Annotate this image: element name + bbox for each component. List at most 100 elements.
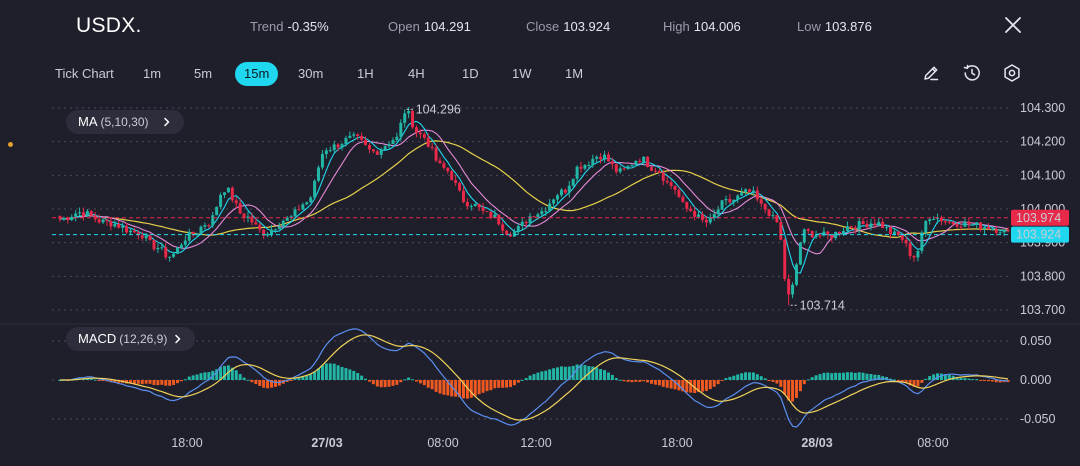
- candle-body: [434, 147, 438, 161]
- chevron-right-icon: [175, 334, 181, 344]
- candle-body: [540, 211, 544, 215]
- macd-bar: [708, 380, 712, 390]
- macd-bar: [810, 377, 814, 380]
- low-marker-label: 103.714: [800, 298, 845, 312]
- macd-bar: [250, 380, 254, 383]
- macd-bar: [391, 380, 395, 386]
- candle-body: [356, 134, 360, 136]
- tf-1mo[interactable]: 1M: [565, 66, 584, 81]
- candle-body: [352, 134, 356, 136]
- macd-bar: [736, 374, 740, 380]
- candle-body: [830, 234, 834, 239]
- tf-4h[interactable]: 4H: [408, 66, 425, 81]
- macd-bar: [798, 380, 802, 392]
- macd-bar: [352, 370, 356, 380]
- candle-body: [336, 144, 340, 148]
- candle-body: [211, 215, 215, 226]
- candle-body: [81, 212, 85, 217]
- tf-5m[interactable]: 5m: [194, 66, 213, 81]
- macd-bar: [955, 377, 959, 380]
- candle-body: [505, 230, 509, 235]
- candle-body: [450, 171, 454, 181]
- macd-bar: [669, 380, 673, 389]
- candle-body: [501, 224, 505, 231]
- candle-body: [556, 195, 559, 200]
- ma-legend-button[interactable]: MA (5,10,30): [66, 110, 185, 134]
- macd-bar: [132, 380, 136, 384]
- candle-body: [473, 203, 477, 207]
- candle-body: [367, 145, 371, 150]
- tf-1w[interactable]: 1W: [512, 66, 532, 81]
- candle-body: [732, 199, 736, 203]
- macd-bar: [183, 379, 187, 381]
- macd-bar: [497, 380, 501, 388]
- candle-body: [767, 209, 771, 216]
- candle-body: [136, 232, 140, 236]
- candle-body: [622, 168, 626, 170]
- candle-body: [371, 149, 375, 152]
- macd-bar: [845, 372, 849, 380]
- macd-bar: [477, 380, 481, 395]
- macd-bar: [113, 380, 117, 383]
- macd-bar: [634, 380, 638, 382]
- candle-body: [109, 221, 113, 227]
- candle-body: [418, 132, 422, 135]
- close-icon[interactable]: [1002, 14, 1024, 36]
- macd-bar: [297, 377, 301, 380]
- macd-bar: [681, 380, 685, 392]
- settings-icon[interactable]: [1002, 63, 1022, 83]
- draw-icon[interactable]: [921, 63, 941, 83]
- candle-body: [497, 214, 501, 225]
- macd-bar: [375, 380, 379, 387]
- candle-body: [301, 204, 305, 210]
- candle-body: [152, 240, 156, 250]
- price-tick-label: 104.200: [1020, 135, 1065, 149]
- macd-bar: [505, 380, 509, 388]
- tick-chart-button[interactable]: Tick Chart: [55, 66, 114, 81]
- macd-bar: [101, 380, 105, 381]
- macd-legend-button[interactable]: MACD (12,26,9): [66, 327, 195, 351]
- tf-15m[interactable]: 15m: [235, 62, 279, 86]
- macd-bar: [552, 368, 556, 380]
- macd-bar: [422, 380, 426, 386]
- candle-body: [810, 230, 814, 238]
- macd-bar: [873, 374, 877, 380]
- macd-bar: [442, 380, 446, 395]
- macd-bar: [732, 375, 736, 380]
- candle-body: [744, 189, 748, 193]
- ma30-line: [59, 140, 1009, 239]
- macd-bar: [971, 379, 975, 381]
- macd-bar: [426, 380, 430, 388]
- price-tick-label: 104.300: [1020, 101, 1065, 115]
- candle-body: [728, 199, 732, 203]
- macd-bar: [751, 372, 755, 380]
- candle-body: [493, 214, 497, 219]
- tf-30m[interactable]: 30m: [298, 66, 324, 81]
- candle-body: [853, 227, 857, 230]
- tf-1m[interactable]: 1m: [143, 66, 162, 81]
- candle-body: [822, 231, 826, 236]
- macd-bar: [360, 375, 364, 380]
- macd-bar: [285, 380, 289, 382]
- macd-bar: [571, 365, 575, 380]
- candle-body: [78, 212, 82, 214]
- macd-bar: [802, 380, 806, 385]
- tf-1d[interactable]: 1D: [462, 66, 479, 81]
- price-tick-label: 104.100: [1020, 168, 1065, 182]
- candle-body: [516, 225, 520, 232]
- candle-body: [814, 235, 818, 238]
- macd-bar: [348, 369, 352, 380]
- macd-bar: [881, 376, 885, 380]
- macd-bar: [516, 380, 520, 383]
- tf-1h[interactable]: 1H: [357, 66, 374, 81]
- candle-body: [297, 209, 301, 211]
- macd-bar: [904, 380, 908, 383]
- timer-icon[interactable]: [962, 63, 982, 83]
- candle-body: [567, 185, 571, 193]
- macd-bar: [367, 380, 371, 382]
- candle-body: [438, 160, 442, 164]
- candle-body: [587, 165, 591, 167]
- candle-body: [258, 224, 262, 230]
- macd-bar: [830, 373, 834, 380]
